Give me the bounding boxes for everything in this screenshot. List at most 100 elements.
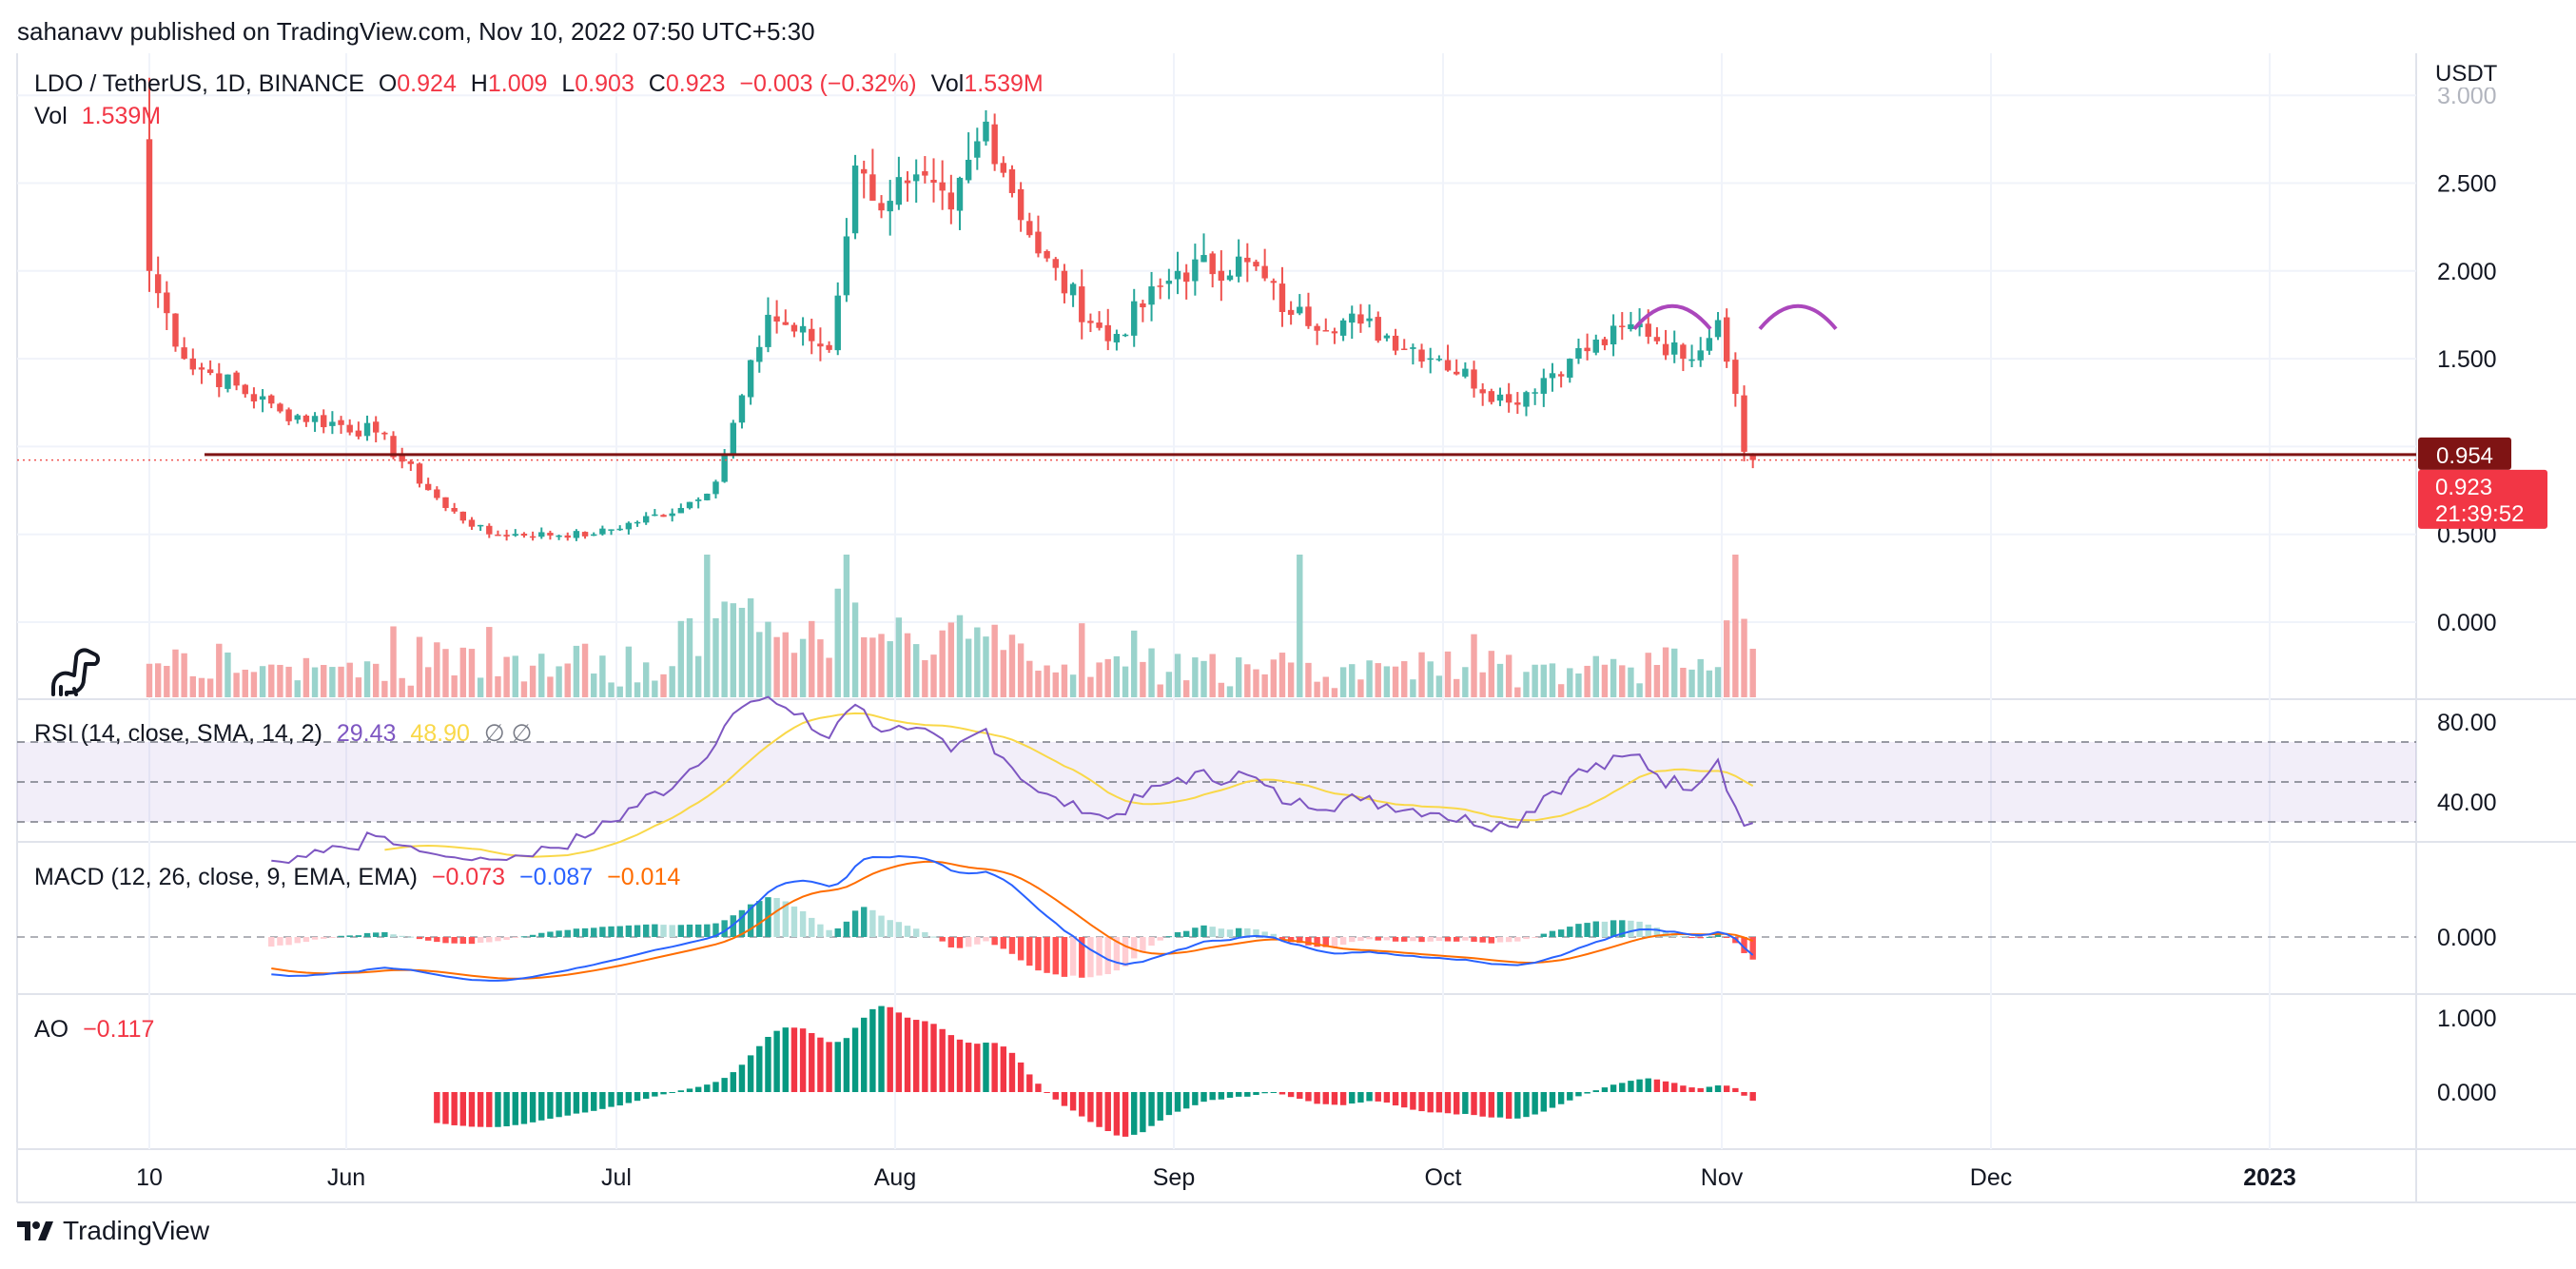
ao-bar — [1723, 1085, 1730, 1092]
candle-body — [1157, 285, 1163, 287]
macd-hist-bar — [1444, 937, 1452, 942]
volume-bar — [1462, 667, 1469, 697]
volume-bar — [1192, 657, 1199, 697]
ao-bar — [512, 1092, 518, 1125]
volume-bar — [1113, 655, 1121, 697]
ao-bar — [1244, 1092, 1251, 1097]
ao-bar — [652, 1092, 658, 1097]
volume-bar — [1619, 665, 1626, 697]
volume-bar — [1209, 654, 1216, 697]
ao-bar — [721, 1078, 728, 1092]
ao-bar — [1410, 1092, 1416, 1110]
macd-hist-bar — [1680, 935, 1687, 937]
macd-value: −0.087 — [518, 864, 594, 890]
ao-bar — [1549, 1092, 1556, 1108]
macd-hist-bar — [1601, 921, 1609, 937]
ao-bar — [1270, 1092, 1278, 1093]
ao-bar — [1278, 1092, 1286, 1095]
macd-hist-bar — [1218, 928, 1225, 937]
candle-body — [1610, 325, 1617, 345]
candle-body — [1305, 306, 1312, 326]
candle-body — [346, 424, 353, 433]
macd-hist-bar — [1375, 937, 1381, 941]
macd-hist-bar — [399, 935, 405, 937]
volume-bar — [329, 667, 336, 697]
candle-body — [991, 124, 998, 165]
candle-body — [1261, 265, 1268, 279]
ao-bar — [1209, 1092, 1216, 1101]
macd-hist-bar — [390, 934, 397, 937]
volume-bar — [878, 634, 885, 697]
ao-bar — [677, 1090, 685, 1092]
ao-bar — [1104, 1092, 1111, 1132]
macd-hist-bar — [1331, 937, 1338, 947]
macd-hist-bar — [730, 915, 737, 937]
macd-hist-bar — [1235, 927, 1242, 937]
macd-hist-bar — [1653, 927, 1661, 937]
ao-bar — [1339, 1092, 1347, 1105]
volume-bar — [974, 627, 981, 697]
volume-bar — [799, 638, 807, 697]
candle-body — [1697, 350, 1704, 361]
ao-bar — [1357, 1092, 1364, 1103]
volume-label: Vol — [34, 103, 68, 129]
rsi-line — [271, 695, 1753, 865]
ao-bar — [1297, 1092, 1303, 1100]
ao-bar — [1628, 1081, 1634, 1092]
candle-body — [556, 535, 562, 537]
macd-hist-bar — [277, 937, 283, 946]
candle-body — [974, 141, 981, 158]
volume-bar — [1226, 686, 1234, 697]
ao-bar — [477, 1092, 484, 1127]
macd-hist-bar — [878, 915, 885, 937]
candle-body — [1035, 231, 1042, 254]
candle-body — [591, 534, 597, 537]
rsi-value: 29.43 — [336, 720, 397, 747]
macd-hist-bar — [843, 921, 850, 937]
volume-bar — [1244, 664, 1251, 697]
candle-body — [459, 511, 467, 521]
ao-bar — [809, 1033, 815, 1092]
macd-hist-bar — [809, 917, 815, 937]
candle-body — [581, 532, 589, 537]
macd-hist-bar — [1069, 937, 1077, 976]
macd-hist-bar — [1287, 937, 1295, 943]
macd-hist-bar — [1261, 931, 1268, 937]
volume-bar — [486, 627, 493, 697]
volume-bar — [861, 636, 868, 697]
ao-tick-label: 0.000 — [2437, 1080, 2497, 1106]
volume-bar — [834, 588, 841, 697]
macd-hist-bar — [538, 932, 545, 937]
macd-hist-bar — [922, 931, 928, 937]
macd-hist-bar — [887, 920, 893, 937]
macd-hist-bar — [1140, 937, 1146, 953]
volume-bar — [1157, 684, 1163, 697]
candle-body — [983, 121, 989, 142]
candle-body — [895, 177, 903, 205]
macd-hist-bar — [1496, 937, 1504, 943]
volume-bar — [1540, 664, 1548, 697]
macd-hist-bar — [381, 931, 388, 937]
macd-hist-bar — [1392, 937, 1399, 942]
volume-bar — [1410, 679, 1416, 697]
volume-bar — [556, 666, 562, 697]
macd-hist-bar — [1131, 937, 1138, 959]
candle-body — [1322, 330, 1329, 332]
candle-body — [730, 422, 737, 455]
volume-bar — [1235, 657, 1242, 697]
macd-hist-bar — [826, 929, 832, 937]
candle-body — [1131, 301, 1138, 336]
ao-bar — [799, 1028, 807, 1092]
candle-body — [399, 455, 405, 462]
dino-icon — [48, 645, 103, 703]
macd-hist-bar — [1549, 930, 1556, 937]
ao-bar — [1532, 1092, 1538, 1115]
volume-bar — [381, 680, 388, 697]
macd-hist-bar — [1732, 937, 1739, 944]
volume-bar — [930, 654, 937, 697]
macd-hist-bar — [1182, 930, 1190, 937]
volume-bar — [1567, 668, 1573, 697]
macd-hist-bar — [1610, 920, 1617, 937]
price-change: −0.003 (−0.32%) — [739, 70, 917, 97]
